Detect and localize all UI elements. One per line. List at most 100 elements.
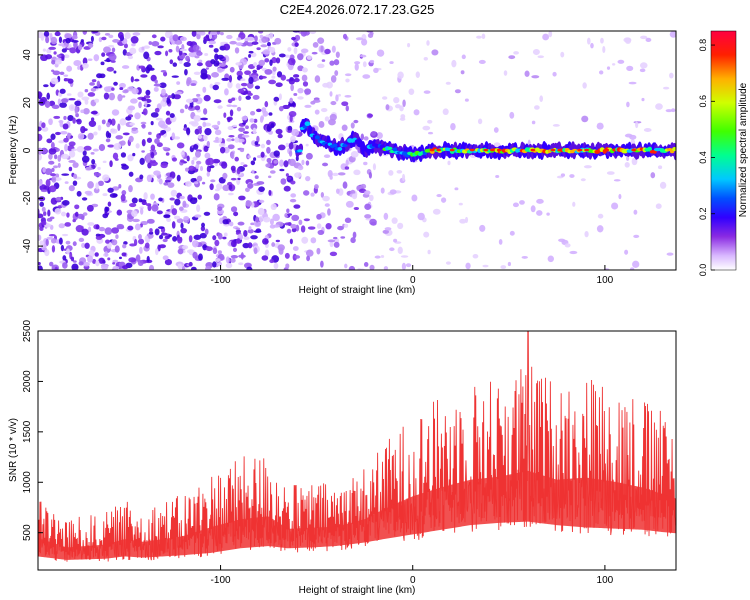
spectrogram-noise-blob	[171, 208, 178, 216]
spectrogram-noise-blob	[294, 42, 299, 47]
spectrogram-noise-blob	[212, 158, 221, 164]
spectrogram-noise-blob	[97, 124, 102, 131]
spectrogram-noise-blob	[210, 59, 216, 65]
spectrogram-noise-blob	[223, 232, 228, 237]
colorbar-ticks: 0.0 0.2 0.4 0.6 0.8	[698, 39, 715, 276]
spectrogram-noise-blob	[324, 116, 330, 122]
spectrogram-noise-blob	[214, 239, 220, 247]
spectrogram-noise-blob	[146, 137, 153, 143]
spectrogram-noise-blob	[105, 239, 110, 244]
spectrogram-noise-blob	[364, 214, 372, 219]
spectrogram-noise-blob	[48, 233, 56, 237]
spectrogram-noise-blob	[277, 144, 286, 151]
spectrogram-noise-blob	[171, 157, 178, 162]
spectrogram-noise-blob	[348, 265, 356, 270]
spectrogram-noise-blob	[62, 262, 68, 269]
spectrogram-noise-blob	[207, 74, 212, 80]
spectrogram-noise-blob	[230, 151, 235, 160]
spectrogram-noise-blob	[241, 115, 248, 121]
spectrogram-noise-blob	[143, 45, 150, 49]
spectrogram-noise-blob	[170, 189, 178, 197]
spectrogram-noise-blob	[253, 118, 258, 123]
spectrogram-noise-blob	[155, 117, 163, 121]
trace-core	[307, 127, 313, 132]
spectrogram-noise-blob	[95, 235, 103, 240]
spectrogram-noise-blob	[229, 66, 235, 73]
spectrogram-noise-blob	[248, 226, 252, 231]
spectrogram-noise-blob	[108, 44, 115, 48]
spectrogram-noise-blob	[194, 105, 201, 111]
spectrogram-noise-blob	[174, 91, 183, 95]
colorbar: 0.0 0.2 0.4 0.6 0.8 Normalized spectral ampl…	[698, 30, 749, 276]
spectrogram-noise-blob	[146, 218, 155, 224]
trace-core	[332, 143, 338, 148]
spectrogram-noise-blob	[450, 122, 456, 131]
spectrogram-noise-blob	[264, 58, 270, 63]
trace-core	[314, 135, 320, 140]
spectrogram-noise-blob	[284, 252, 290, 259]
spectrogram-noise-blob	[513, 51, 519, 55]
spectrogram-noise-blob	[669, 31, 676, 38]
spectrogram-noise-blob	[74, 106, 78, 115]
spectrogram-noise-blob	[72, 241, 77, 247]
spectrogram-noise-blob	[227, 144, 235, 150]
spectrogram-noise-blob	[38, 262, 41, 266]
spectrogram-noise-blob	[301, 159, 305, 166]
spectrogram-noise-blob	[121, 190, 127, 196]
spectrogram-noise-blob	[150, 121, 154, 126]
spectrogram-noise-blob	[240, 252, 244, 260]
spectrogram-noise-blob	[120, 152, 127, 158]
spectrogram-noise-blob	[136, 64, 141, 71]
spectrogram-noise-blob	[606, 66, 611, 70]
spectrogram-noise-blob	[139, 246, 143, 254]
spectrogram-noise-blob	[59, 88, 66, 94]
spectrogram-noise-blob	[50, 237, 57, 244]
spectrogram-noise-blob	[48, 185, 57, 193]
spectrogram-noise-blob	[252, 62, 258, 67]
trace-peak	[436, 148, 442, 152]
spectrogram-noise-blob	[411, 194, 418, 202]
spectrogram-noise-blob	[199, 166, 204, 172]
spectrogram-noise-blob	[472, 253, 479, 259]
spectrogram-noise-blob	[38, 91, 43, 99]
spectrogram-noise-blob	[217, 120, 221, 126]
spectrogram-noise-blob	[271, 75, 276, 79]
spectrogram-noise-blob	[369, 59, 375, 64]
spectrogram-noise-blob	[212, 235, 217, 241]
spectrogram-noise-blob	[327, 239, 336, 243]
spectrogram-noise-blob	[216, 31, 221, 35]
spectrogram-noise-blob	[84, 190, 93, 195]
spectrogram-noise-blob	[221, 161, 228, 169]
spectrogram-noise-blob	[131, 210, 138, 217]
spectrogram-noise-blob	[227, 81, 233, 89]
spectrogram-noise-blob	[285, 173, 289, 177]
spectrogram-noise-blob	[275, 82, 283, 88]
spectrogram-noise-blob	[48, 46, 57, 50]
spectrogram-noise-blob	[354, 61, 361, 65]
spectrogram-noise-blob	[431, 49, 439, 56]
spectrogram-noise-blob	[655, 103, 663, 110]
spectrogram-noise-blob	[160, 70, 167, 73]
spectrogram-noise-blob	[158, 132, 164, 136]
spectrogram-noise-blob	[285, 263, 290, 269]
spectrogram-noise-blob	[602, 45, 606, 54]
spectrogram-noise	[38, 31, 676, 270]
spectrogram-noise-blob	[481, 33, 486, 40]
spectrogram-noise-blob	[333, 241, 340, 248]
spectrogram-noise-blob	[278, 53, 286, 58]
spectrogram-noise-blob	[132, 218, 140, 223]
spectrogram-noise-blob	[54, 208, 62, 215]
spectrogram-noise-blob	[235, 42, 243, 46]
spectrogram-noise-blob	[384, 227, 392, 231]
spectrogram-noise-blob	[324, 48, 331, 55]
spectrogram-noise-blob	[135, 254, 141, 262]
spectrogram-noise-blob	[280, 74, 287, 81]
spectrogram-noise-blob	[531, 75, 540, 79]
spectrogram-noise-blob	[196, 93, 201, 97]
spectrogram-noise-blob	[612, 63, 616, 66]
spectrogram-noise-blob	[64, 222, 72, 227]
spectrogram-noise-blob	[273, 150, 280, 157]
spectrogram-noise-blob	[91, 159, 96, 165]
spectrogram-noise-blob	[314, 109, 320, 115]
spectrogram-noise-blob	[222, 219, 229, 225]
